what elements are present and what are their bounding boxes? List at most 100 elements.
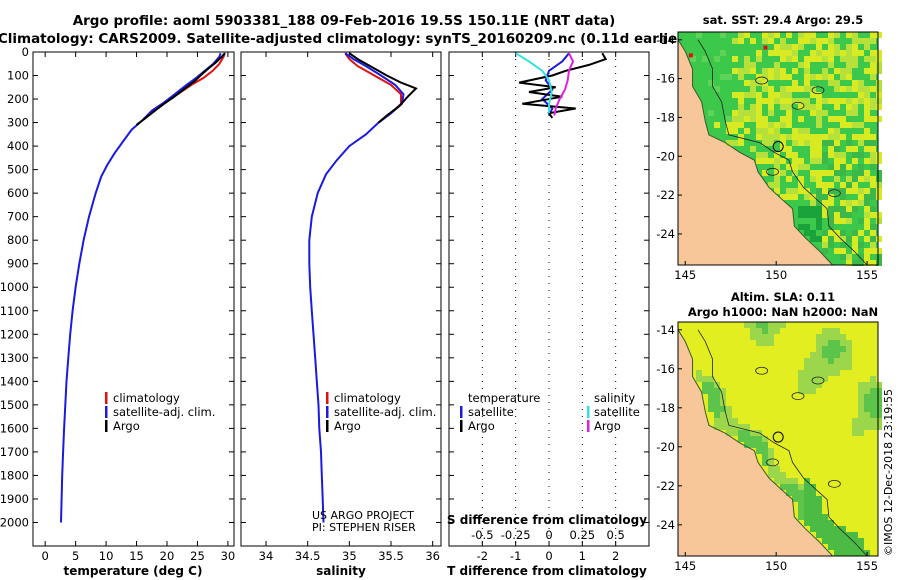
map-pixel: [720, 32, 726, 38]
series-temperature-argo: [518, 52, 608, 119]
map-pixel: [858, 230, 864, 236]
map-pixel: [876, 424, 882, 430]
map-pixel: [876, 400, 882, 406]
map-pixel: [744, 436, 750, 442]
map-pixel: [786, 176, 792, 182]
map-pixel: [876, 116, 882, 122]
map-pixel: [774, 328, 780, 334]
map-pixel: [846, 236, 852, 242]
map-pixel: [750, 38, 756, 44]
map-pixel: [870, 134, 876, 140]
map-pixel: [810, 56, 816, 62]
map-pixel: [738, 110, 744, 116]
map-pixel: [786, 122, 792, 128]
map-pixel: [804, 514, 810, 520]
map-pixel: [864, 188, 870, 194]
map-pixel: [792, 134, 798, 140]
map-frame: [677, 31, 879, 266]
map-pixel: [780, 50, 786, 56]
map-pixel: [840, 158, 846, 164]
map-pixel: [828, 38, 834, 44]
map-pixel: [780, 140, 786, 146]
map-pixel: [876, 260, 882, 266]
map-pixel: [696, 370, 702, 376]
map-pixel: [834, 544, 840, 550]
map-pixel: [816, 334, 822, 340]
reef-outline: [791, 392, 805, 401]
map-pixel: [846, 164, 852, 170]
map-pixel: [828, 218, 834, 224]
map-pixel: [810, 370, 816, 376]
map-pixel: [822, 538, 828, 544]
map-pixel: [846, 200, 852, 206]
map-pixel: [756, 152, 762, 158]
map-pixel: [870, 400, 876, 406]
map-pixel: [762, 80, 768, 86]
s-tick-label: 0: [545, 528, 552, 542]
map-pixel: [816, 520, 822, 526]
map-pixel: [768, 38, 774, 44]
map-pixel: [870, 388, 876, 394]
map-pixel: [810, 382, 816, 388]
map-pixel: [744, 92, 750, 98]
map-pixel: [726, 74, 732, 80]
map-pixel: [870, 188, 876, 194]
salinity-xlabel: salinity: [316, 564, 366, 578]
map-pixel: [804, 62, 810, 68]
reef-outline: [827, 189, 841, 198]
map-pixel: [840, 230, 846, 236]
map-pixel: [714, 400, 720, 406]
map-pixel: [876, 158, 882, 164]
map-pixel: [768, 182, 774, 188]
map-pixel: [840, 200, 846, 206]
map-pixel: [870, 50, 876, 56]
map-pixel: [750, 430, 756, 436]
map-pixel: [810, 92, 816, 98]
map-pixel: [822, 364, 828, 370]
map-pixel: [858, 242, 864, 248]
map-pixel: [840, 532, 846, 538]
map-pixel: [816, 212, 822, 218]
y-tick-label: 900: [7, 257, 29, 271]
map-pixel: [852, 532, 858, 538]
map-pixel: [768, 448, 774, 454]
x-tick-label: -1: [510, 549, 521, 563]
map-pixel: [774, 98, 780, 104]
y-tick-label: 1900: [0, 492, 29, 506]
argo-position-marker: [772, 431, 784, 443]
map-pixel: [810, 86, 816, 92]
map-pixel: [750, 110, 756, 116]
map-pixel: [822, 200, 828, 206]
reef-outline: [827, 479, 841, 488]
map-pixel: [858, 188, 864, 194]
map-pixel: [810, 140, 816, 146]
map-pixel: [828, 206, 834, 212]
map-pixel: [840, 206, 846, 212]
shelf-contour: [697, 329, 868, 557]
map-pixel: [768, 104, 774, 110]
map-pixel: [828, 44, 834, 50]
sst-map-ticks: -14 -16 -18 -20 -22 -24 145 150 155: [656, 33, 878, 282]
map-pixel: [834, 340, 840, 346]
map-pixel: [714, 394, 720, 400]
legend-satellite-adj: satellite-adj. clim.: [113, 405, 215, 419]
map-pixel: [822, 370, 828, 376]
map-pixel: [762, 460, 768, 466]
lon-tick-label: 155: [856, 268, 878, 282]
map-pixel: [714, 86, 720, 92]
map-pixel: [858, 38, 864, 44]
map-pixel: [864, 212, 870, 218]
map-pixel: [870, 376, 876, 382]
map-pixel: [828, 544, 834, 550]
series-satellite-adj-clim-: [308, 52, 405, 523]
map-pixel: [816, 358, 822, 364]
map-pixel: [816, 370, 822, 376]
map-pixel: [762, 454, 768, 460]
map-pixel: [750, 116, 756, 122]
map-pixel: [774, 472, 780, 478]
map-pixel: [816, 532, 822, 538]
map-pixel: [870, 248, 876, 254]
y-tick-label: 1500: [0, 398, 29, 412]
map-pixel: [762, 328, 768, 334]
map-pixel: [786, 74, 792, 80]
